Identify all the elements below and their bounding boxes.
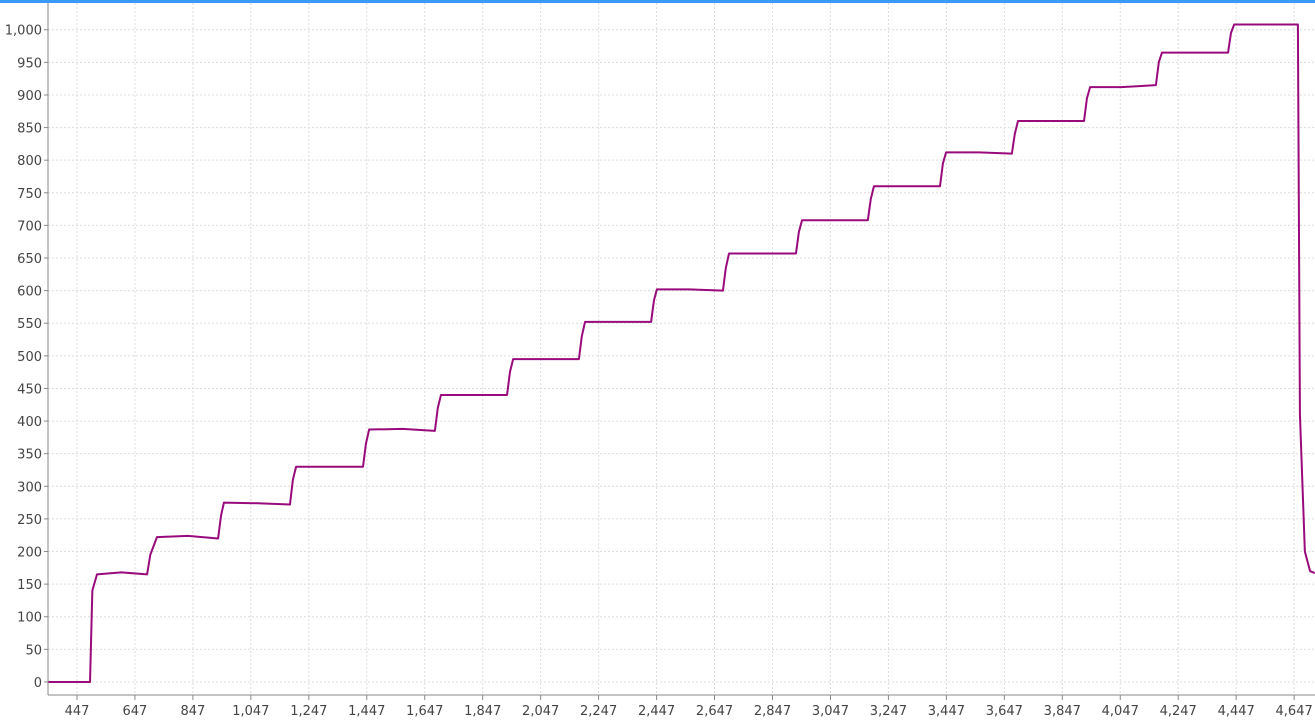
axes: 0 50 100 150 200 250 300 350 400 450 500 550 600 650 7…	[5, 3, 1315, 719]
y-tick-label: 250	[17, 513, 42, 528]
x-tick-label: 447	[65, 704, 90, 719]
x-tick-label: 4,647	[1276, 704, 1313, 719]
x-tick-label: 4,047	[1102, 704, 1139, 719]
x-tick-label: 2,847	[754, 704, 791, 719]
y-tick-label: 600	[17, 285, 42, 300]
x-tick-label: 3,647	[986, 704, 1023, 719]
x-tick-label: 2,447	[638, 704, 675, 719]
x-tick-label: 1,447	[348, 704, 385, 719]
y-tick-label: 950	[17, 56, 42, 71]
y-tick-label: 200	[17, 546, 42, 561]
y-tick-label: 900	[17, 89, 42, 104]
y-tick-label: 450	[17, 382, 42, 397]
y-tick-label: 550	[17, 317, 42, 332]
x-tick-label: 2,247	[580, 704, 617, 719]
y-tick-label: 100	[17, 611, 42, 626]
x-tick-label: 3,047	[812, 704, 849, 719]
x-tick-label: 4,447	[1218, 704, 1255, 719]
data-line	[48, 23, 1315, 683]
y-tick-label: 850	[17, 122, 42, 137]
y-tick-label: 150	[17, 578, 42, 593]
y-tick-label: 300	[17, 480, 42, 495]
plot	[48, 23, 1315, 683]
x-tick-label: 3,447	[928, 704, 965, 719]
y-tick-label: 1,000	[5, 24, 42, 39]
y-tick-label: 0	[34, 676, 42, 691]
y-tick-label: 700	[17, 219, 42, 234]
top-border	[0, 0, 1315, 3]
x-tick-label: 1,247	[290, 704, 327, 719]
y-tick-label: 350	[17, 448, 42, 463]
x-tick-label: 3,847	[1044, 704, 1081, 719]
x-tick-label: 1,047	[232, 704, 269, 719]
x-tick-label: 1,647	[406, 704, 443, 719]
x-tick-label: 647	[123, 704, 148, 719]
y-tick-label: 800	[17, 154, 42, 169]
x-tick-label: 1,847	[464, 704, 501, 719]
y-tick-label: 500	[17, 350, 42, 365]
x-tick-label: 3,247	[870, 704, 907, 719]
y-tick-label: 50	[25, 643, 42, 658]
x-tick-label: 4,247	[1160, 704, 1197, 719]
x-tick-label: 2,647	[696, 704, 733, 719]
y-tick-label: 750	[17, 187, 42, 202]
y-tick-label: 650	[17, 252, 42, 267]
x-tick-label: 2,047	[522, 704, 559, 719]
x-tick-label: 847	[180, 704, 205, 719]
grid	[48, 3, 1315, 695]
y-tick-label: 400	[17, 415, 42, 430]
